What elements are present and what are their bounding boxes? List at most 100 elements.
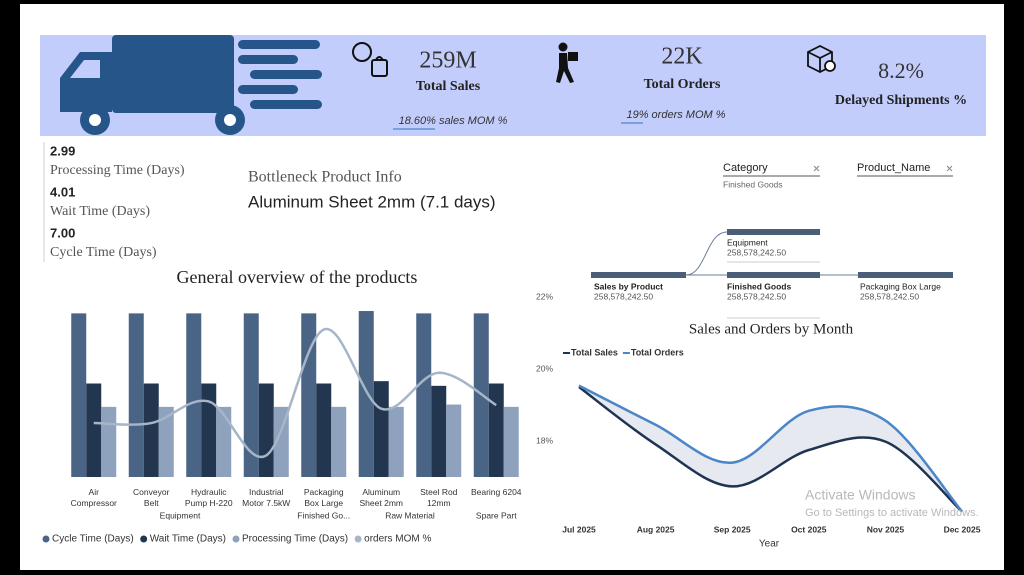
kpi-label: Total Sales — [416, 79, 481, 94]
x-tick-label: Dec 2025 — [944, 524, 981, 534]
legend-label: Total Orders — [631, 347, 684, 357]
slicer-selection[interactable]: Finished Goods — [723, 179, 783, 189]
tree-bar[interactable] — [727, 272, 820, 278]
speed-line — [238, 40, 320, 49]
metric-label: Wait Time (Days) — [50, 204, 150, 219]
bar — [388, 406, 404, 477]
truck-window — [70, 60, 100, 78]
tree-value: 258,578,242.50 — [727, 247, 786, 257]
bar — [186, 313, 202, 477]
area — [579, 387, 962, 520]
x-tick-label: Industrial Motor 7.5kW — [242, 487, 290, 508]
x-tick-label: Hydraulic Pump H-220 — [185, 487, 233, 508]
legend-label: Processing Time (Days) — [242, 534, 348, 545]
x-tick-label: Packaging Box Large — [304, 487, 344, 508]
tree-value: 258,578,242.50 — [727, 291, 786, 301]
kpi-label: Total Orders — [644, 77, 721, 92]
slicer-clear[interactable] — [946, 165, 953, 172]
bag — [371, 59, 388, 77]
tree-connector — [685, 231, 858, 276]
slicer-title[interactable]: Product_Name — [857, 162, 930, 174]
legend-swatch — [140, 535, 148, 543]
watermark-title: Activate Windows — [805, 487, 915, 503]
bar — [258, 383, 274, 477]
bag-handle — [375, 56, 384, 61]
tree-bar[interactable] — [591, 272, 686, 278]
kpi-value: 8.2% — [878, 58, 924, 83]
bar — [216, 406, 232, 477]
tree-value: 258,578,242.50 — [860, 291, 919, 301]
y2-tick-label: 20% — [536, 363, 553, 373]
bar — [331, 406, 347, 477]
bar — [243, 313, 259, 477]
speed-line — [238, 85, 298, 94]
metric-label: Cycle Time (Days) — [50, 245, 157, 260]
legend-label: Total Sales — [571, 347, 618, 357]
bar — [373, 381, 389, 477]
kpi-value: 22K — [661, 44, 703, 70]
speed-line — [250, 100, 322, 109]
tree-bar[interactable] — [727, 229, 820, 235]
x-tick-label: Nov 2025 — [867, 524, 905, 534]
line — [93, 328, 497, 459]
speed-line — [238, 55, 298, 64]
chart-title: General overview of the products — [177, 267, 418, 287]
y2-tick-label: 22% — [536, 291, 553, 301]
group-label: Raw Material — [385, 510, 435, 520]
slicer-title[interactable]: Category — [723, 162, 768, 174]
x-tick-label: Steel Rod 12mm — [420, 487, 458, 508]
kpi-label: Delayed Shipments % — [835, 93, 967, 108]
bar — [128, 313, 144, 477]
y2-tick-label: 18% — [536, 435, 553, 445]
legend-swatch — [42, 535, 50, 543]
legend-label: Wait Time (Days) — [150, 534, 226, 545]
bar — [416, 313, 432, 477]
chart-title: Sales and Orders by Month — [689, 321, 854, 337]
line — [578, 385, 963, 513]
person-box — [568, 52, 578, 61]
truck-cargo — [112, 35, 234, 113]
truck-hub — [89, 114, 101, 126]
bar — [273, 406, 289, 477]
x-tick-label: Oct 2025 — [791, 524, 827, 534]
bar — [503, 406, 519, 477]
tree-label: Equipment — [727, 237, 768, 247]
line — [578, 384, 963, 513]
group-label: Spare Part — [476, 510, 517, 520]
bar — [201, 383, 217, 477]
bottleneck-product: Aluminum Sheet 2mm (7.1 days) — [248, 192, 496, 211]
legend-swatch — [232, 535, 240, 543]
tree-label: Sales by Product — [594, 281, 663, 291]
x-tick-label: Jul 2025 — [562, 524, 596, 534]
x-tick-label: Aug 2025 — [637, 524, 675, 534]
watermark-subtitle: Go to Settings to activate Windows. — [805, 507, 979, 519]
legend-label: Cycle Time (Days) — [52, 534, 134, 545]
x-tick-label: Bearing 6204 — [471, 487, 522, 497]
metric-value: 4.01 — [50, 184, 75, 199]
bar — [488, 383, 504, 477]
person-body — [556, 53, 574, 83]
box-edge — [807, 51, 833, 72]
bar — [446, 404, 462, 477]
x-tick-label: Aluminum Sheet 2mm — [360, 487, 403, 508]
group-label: Finished Go... — [297, 510, 350, 520]
metric-value: 7.00 — [50, 225, 75, 240]
charts: 18% 20% 22% Air Compressor Conveyor Belt Hydrau… — [42, 291, 981, 545]
group-label: Equipment — [160, 510, 201, 520]
x-tick-label: Conveyor Belt — [133, 487, 170, 508]
decomposition-tree: Sales by Product 258,578,242.50 Equipmen… — [591, 229, 953, 319]
coin — [352, 42, 372, 62]
bar — [101, 406, 117, 477]
bar — [358, 311, 374, 477]
bar — [71, 313, 87, 477]
slicer-clear[interactable] — [813, 165, 820, 172]
bar — [431, 385, 447, 477]
legend-label: orders MOM % — [364, 534, 431, 545]
bar — [158, 406, 174, 477]
clock — [824, 60, 836, 72]
tree-bar[interactable] — [858, 272, 953, 278]
truck-hub — [224, 114, 236, 126]
metric-label: Processing Time (Days) — [50, 163, 185, 178]
